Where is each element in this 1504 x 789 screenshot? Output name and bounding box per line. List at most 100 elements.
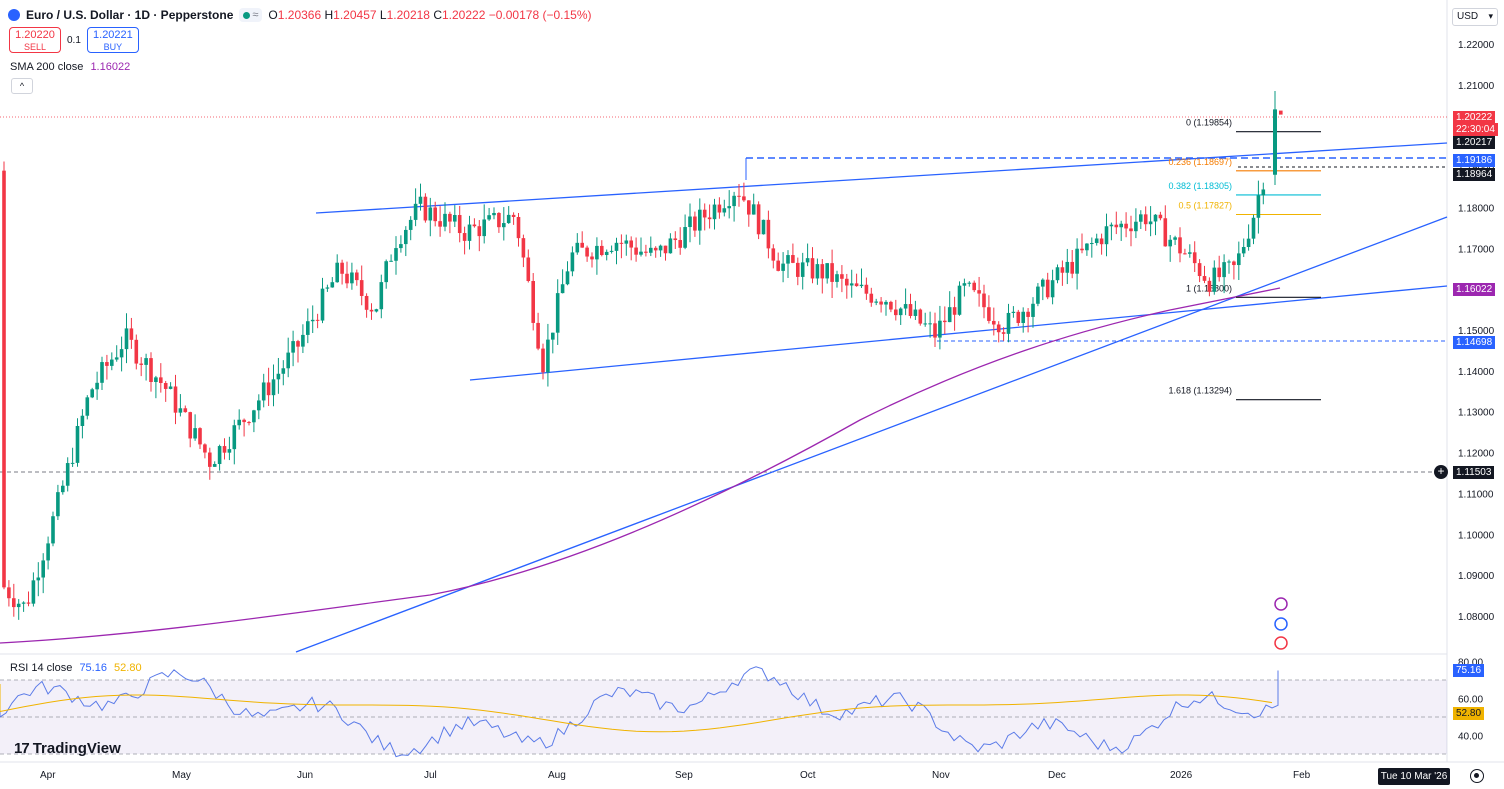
candle-body [70,462,75,464]
currency-select[interactable]: USD [1452,8,1498,26]
candle-body [786,255,790,264]
candle-body [1031,303,1035,317]
candle-body [1148,221,1153,225]
candle-body [65,463,70,486]
candle-body [908,304,913,316]
price-tick-label: 1.11000 [1458,489,1494,500]
candle-body [928,323,932,325]
rsi-line [0,666,1279,758]
candle-body [12,598,16,608]
time-tick-label: Dec [1048,770,1066,781]
candle-body [835,274,839,282]
candle-body [85,397,90,416]
candle-body [776,260,780,271]
candle-body [546,339,550,373]
rsi-tick-label: 80.00 [1458,658,1483,669]
candle-body [987,307,991,321]
candle-body [286,352,290,369]
candle-body [467,224,472,241]
candle-body [668,238,673,254]
time-tick-label: Jun [297,770,313,781]
collapse-legend-button[interactable]: ^ [11,78,33,94]
candle-body [913,309,918,316]
candle-body [575,242,580,253]
candle-body [516,217,521,239]
candle-body [619,242,624,244]
tradingview-logo[interactable]: 17 TradingView [14,740,121,757]
candle-body [859,284,864,287]
candle-body [869,293,874,303]
candle-body [1055,267,1060,281]
candle-body [1070,261,1074,274]
candle-body [982,293,986,308]
candle-body [1202,276,1207,281]
candle-body [477,226,482,237]
candle-body [1246,238,1251,248]
rsi-legend[interactable]: RSI 14 close 75.16 52.80 [10,662,142,674]
symbol-title[interactable]: Euro / U.S. Dollar · 1D · Pepperstone [26,8,234,22]
fib-level-label: 0.382 (1.18305) [1168,181,1232,191]
candle-body [203,444,207,453]
candle-body [1251,217,1256,239]
event-icon [1274,617,1288,631]
candle-body [1094,238,1099,244]
candle-body [173,386,178,413]
candle-body [257,400,261,411]
candle-body [1158,214,1163,219]
buy-label: BUY [103,42,123,52]
candle-body [1232,261,1236,266]
candle-body [261,382,266,401]
candle-body [154,377,158,383]
candle-body [159,377,163,384]
candles [2,90,1283,620]
time-tick-label: Nov [932,770,950,781]
sell-button[interactable]: 1.20220 SELL [9,27,61,53]
candle-body [21,602,26,604]
price-tick-label: 1.22000 [1458,40,1495,51]
candle-body [247,422,251,424]
rsi-value: 75.16 [79,662,107,674]
candle-body [854,283,859,287]
gear-icon[interactable] [1470,769,1484,783]
candle-body [124,328,129,350]
candle-body [614,242,619,251]
candle-body [100,362,104,383]
candle-body [903,304,908,309]
candle-body [36,577,41,581]
candle-body [1045,279,1050,298]
add-alert-icon[interactable]: + [1434,465,1448,479]
candle-body [943,320,947,323]
candle-body [933,323,937,338]
candle-body [242,419,246,423]
ohlc-values: O1.20366 H1.20457 L1.20218 C1.20222 −0.0… [268,8,592,22]
candle-body [428,207,433,221]
buy-price: 1.20221 [93,29,133,41]
price-tick-label: 1.09000 [1458,571,1495,582]
candle-body [536,322,540,349]
market-status[interactable]: ≈ [239,8,263,22]
candle-body [712,204,717,220]
candle-body [624,240,629,244]
candle-body [1050,280,1055,298]
candle-body [413,203,418,220]
candle-body [604,251,609,256]
candle-body [722,208,727,213]
candle-body [649,247,653,253]
buy-button[interactable]: 1.20221 BUY [86,27,139,53]
candle-body [310,319,315,322]
price-tag: 1.18964 [1453,168,1496,181]
candle-body [374,309,379,312]
candle-body [330,282,335,288]
sma-legend[interactable]: SMA 200 close 1.16022 [10,61,130,73]
candle-body [673,238,678,241]
candle-body [232,425,237,450]
candle-body [688,216,692,228]
candle-body [1241,247,1246,254]
candle-body [301,334,305,347]
candle-body [105,362,109,366]
candle-body [291,341,295,353]
candle-body [217,446,222,465]
candle-body [266,382,271,396]
